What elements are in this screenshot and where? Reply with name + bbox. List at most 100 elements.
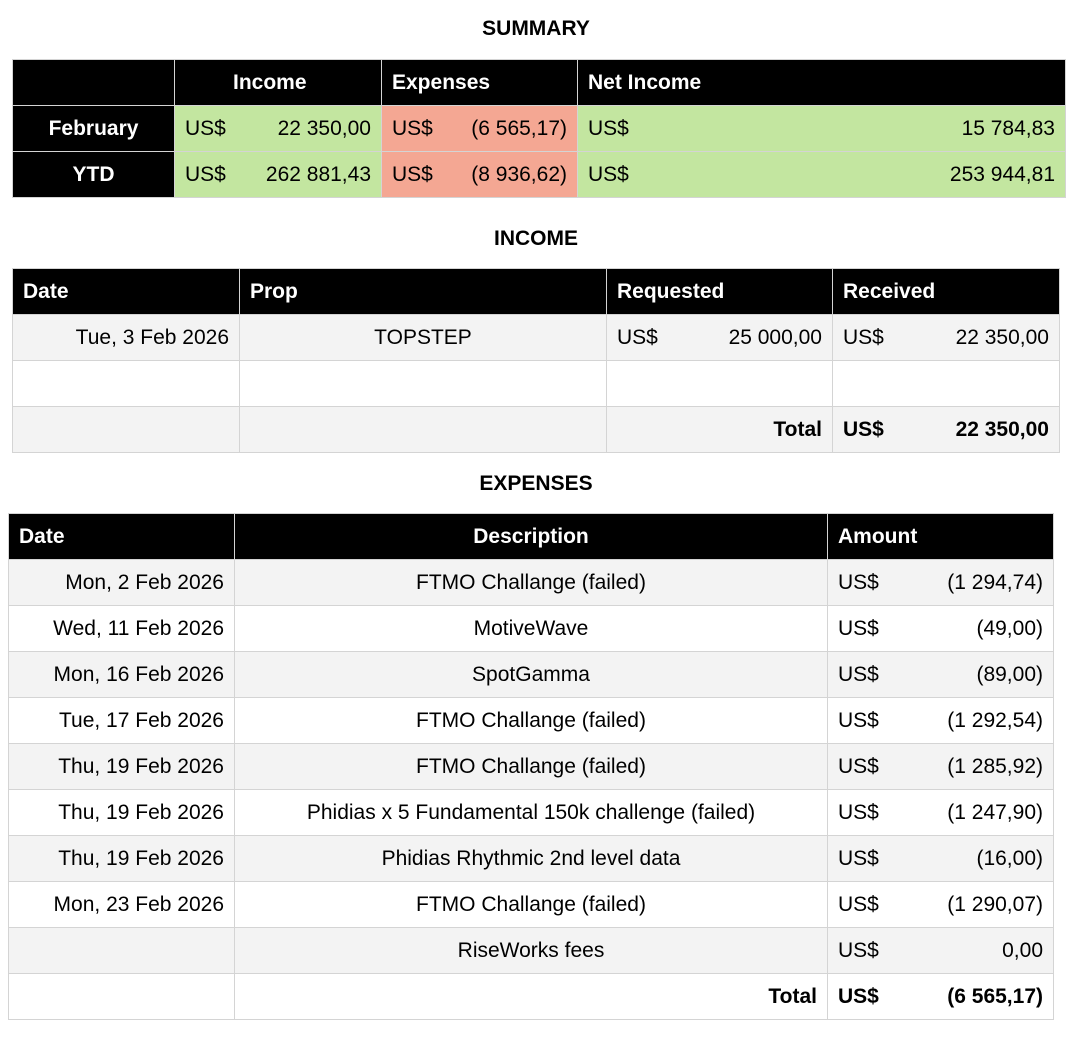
income-total-empty-cell[interactable]: [12, 406, 240, 453]
summary-net-header[interactable]: Net Income: [577, 59, 1066, 106]
expenses-amount-cell[interactable]: US$ 0,00: [827, 927, 1054, 974]
expenses-date-cell[interactable]: Thu, 19 Feb 2026: [8, 835, 235, 882]
expenses-description-cell[interactable]: Phidias Rhythmic 2nd level data: [234, 835, 828, 882]
expenses-description-header[interactable]: Description: [234, 513, 828, 560]
income-date-header[interactable]: Date: [12, 268, 240, 315]
expenses-amount-cell[interactable]: US$ (1 285,92): [827, 743, 1054, 790]
net-value: 15 784,83: [961, 116, 1055, 140]
amount-value: (1 292,54): [947, 708, 1043, 732]
expenses-date-cell[interactable]: Tue, 17 Feb 2026: [8, 697, 235, 744]
currency-label: US$: [838, 662, 879, 686]
income-requested-header[interactable]: Requested: [606, 268, 833, 315]
income-total-value: 22 350,00: [955, 417, 1049, 441]
expenses-description-cell[interactable]: MotiveWave: [234, 605, 828, 652]
expenses-row: Thu, 19 Feb 2026 Phidias Rhythmic 2nd lev…: [8, 835, 1054, 882]
currency-label: US$: [617, 325, 658, 349]
income-received-cell[interactable]: US$ 22 350,00: [832, 314, 1060, 361]
expenses-date-cell[interactable]: [8, 927, 235, 974]
summary-title: SUMMARY: [482, 17, 590, 40]
income-total-cell[interactable]: US$ 22 350,00: [832, 406, 1060, 453]
summary-net-cell[interactable]: US$ 253 944,81: [577, 151, 1066, 198]
expenses-amount-cell[interactable]: US$ (16,00): [827, 835, 1054, 882]
expenses-total-label[interactable]: Total: [234, 973, 828, 1020]
expenses-amount-cell[interactable]: US$ (1 292,54): [827, 697, 1054, 744]
expenses-total-empty-cell[interactable]: [8, 973, 235, 1020]
expenses-date-cell[interactable]: Wed, 11 Feb 2026: [8, 605, 235, 652]
summary-row-february: February US$ 22 350,00 US$ (6 565,17) US$ 1…: [12, 105, 1066, 152]
income-prop-cell[interactable]: [239, 360, 607, 407]
income-received-cell[interactable]: [832, 360, 1060, 407]
expenses-description-cell[interactable]: FTMO Challange (failed): [234, 881, 828, 928]
expenses-title: EXPENSES: [479, 472, 593, 495]
expenses-description-cell[interactable]: Phidias x 5 Fundamental 150k challenge (…: [234, 789, 828, 836]
summary-row-label[interactable]: YTD: [12, 151, 175, 198]
summary-row-label[interactable]: February: [12, 105, 175, 152]
expenses-amount-cell[interactable]: US$ (1 247,90): [827, 789, 1054, 836]
expenses-description-cell[interactable]: RiseWorks fees: [234, 927, 828, 974]
expenses-total-cell[interactable]: US$ (6 565,17): [827, 973, 1054, 1020]
income-requested-cell[interactable]: US$ 25 000,00: [606, 314, 833, 361]
currency-label: US$: [838, 984, 879, 1008]
summary-header-row: Income Expenses Net Income: [12, 59, 1066, 106]
currency-label: US$: [392, 162, 433, 186]
income-value: 22 350,00: [277, 116, 371, 140]
income-date-cell[interactable]: [12, 360, 240, 407]
amount-value: (1 247,90): [947, 800, 1043, 824]
summary-net-cell[interactable]: US$ 15 784,83: [577, 105, 1066, 152]
summary-expenses-header[interactable]: Expenses: [381, 59, 578, 106]
expenses-amount-cell[interactable]: US$ (1 294,74): [827, 559, 1054, 606]
income-value: 262 881,43: [265, 162, 371, 186]
expenses-date-cell[interactable]: Mon, 2 Feb 2026: [8, 559, 235, 606]
income-total-empty-cell[interactable]: [239, 406, 607, 453]
expenses-description-cell[interactable]: FTMO Challange (failed): [234, 697, 828, 744]
expenses-date-cell[interactable]: Thu, 19 Feb 2026: [8, 743, 235, 790]
currency-label: US$: [185, 162, 226, 186]
expenses-date-cell[interactable]: Mon, 16 Feb 2026: [8, 651, 235, 698]
expenses-description-cell[interactable]: FTMO Challange (failed): [234, 559, 828, 606]
summary-expenses-cell[interactable]: US$ (6 565,17): [381, 105, 578, 152]
amount-value: (1 290,07): [947, 892, 1043, 916]
expenses-amount-cell[interactable]: US$ (49,00): [827, 605, 1054, 652]
expenses-description-cell[interactable]: SpotGamma: [234, 651, 828, 698]
income-requested-cell[interactable]: [606, 360, 833, 407]
expenses-amount-header[interactable]: Amount: [827, 513, 1054, 560]
expenses-row: Mon, 23 Feb 2026 FTMO Challange (failed) U…: [8, 881, 1054, 928]
expenses-header-row: Date Description Amount: [8, 513, 1054, 560]
requested-value: 25 000,00: [728, 325, 822, 349]
amount-value: (1 285,92): [947, 754, 1043, 778]
received-value: 22 350,00: [955, 325, 1049, 349]
currency-label: US$: [185, 116, 226, 140]
income-title: INCOME: [494, 227, 578, 250]
income-total-label[interactable]: Total: [606, 406, 833, 453]
summary-row-ytd: YTD US$ 262 881,43 US$ (8 936,62) US$ 253 9…: [12, 151, 1066, 198]
expenses-date-cell[interactable]: Mon, 23 Feb 2026: [8, 881, 235, 928]
amount-value: (16,00): [976, 846, 1043, 870]
summary-table: Income Expenses Net Income February US$ 2…: [12, 59, 1066, 198]
income-date-cell[interactable]: Tue, 3 Feb 2026: [12, 314, 240, 361]
currency-label: US$: [838, 846, 879, 870]
income-table: Date Prop Requested Received Tue, 3 Feb …: [12, 268, 1060, 453]
summary-expenses-cell[interactable]: US$ (8 936,62): [381, 151, 578, 198]
expenses-row: Wed, 11 Feb 2026 MotiveWave US$ (49,00): [8, 605, 1054, 652]
currency-label: US$: [838, 616, 879, 640]
summary-income-cell[interactable]: US$ 22 350,00: [174, 105, 382, 152]
income-prop-header[interactable]: Prop: [239, 268, 607, 315]
summary-income-cell[interactable]: US$ 262 881,43: [174, 151, 382, 198]
income-total-row: Total US$ 22 350,00: [12, 406, 1060, 453]
expenses-date-header[interactable]: Date: [8, 513, 235, 560]
expenses-total-row: Total US$ (6 565,17): [8, 973, 1054, 1020]
income-row: Tue, 3 Feb 2026 TOPSTEP US$ 25 000,00 US$…: [12, 314, 1060, 361]
income-received-header[interactable]: Received: [832, 268, 1060, 315]
income-prop-cell[interactable]: TOPSTEP: [239, 314, 607, 361]
expenses-value: (6 565,17): [471, 116, 567, 140]
currency-label: US$: [843, 325, 884, 349]
expenses-date-cell[interactable]: Thu, 19 Feb 2026: [8, 789, 235, 836]
summary-income-header[interactable]: Income: [174, 59, 382, 106]
expenses-description-cell[interactable]: FTMO Challange (failed): [234, 743, 828, 790]
summary-corner-cell: [12, 59, 175, 106]
currency-label: US$: [843, 417, 884, 441]
expenses-amount-cell[interactable]: US$ (1 290,07): [827, 881, 1054, 928]
expenses-amount-cell[interactable]: US$ (89,00): [827, 651, 1054, 698]
currency-label: US$: [838, 708, 879, 732]
amount-value: 0,00: [1002, 938, 1043, 962]
